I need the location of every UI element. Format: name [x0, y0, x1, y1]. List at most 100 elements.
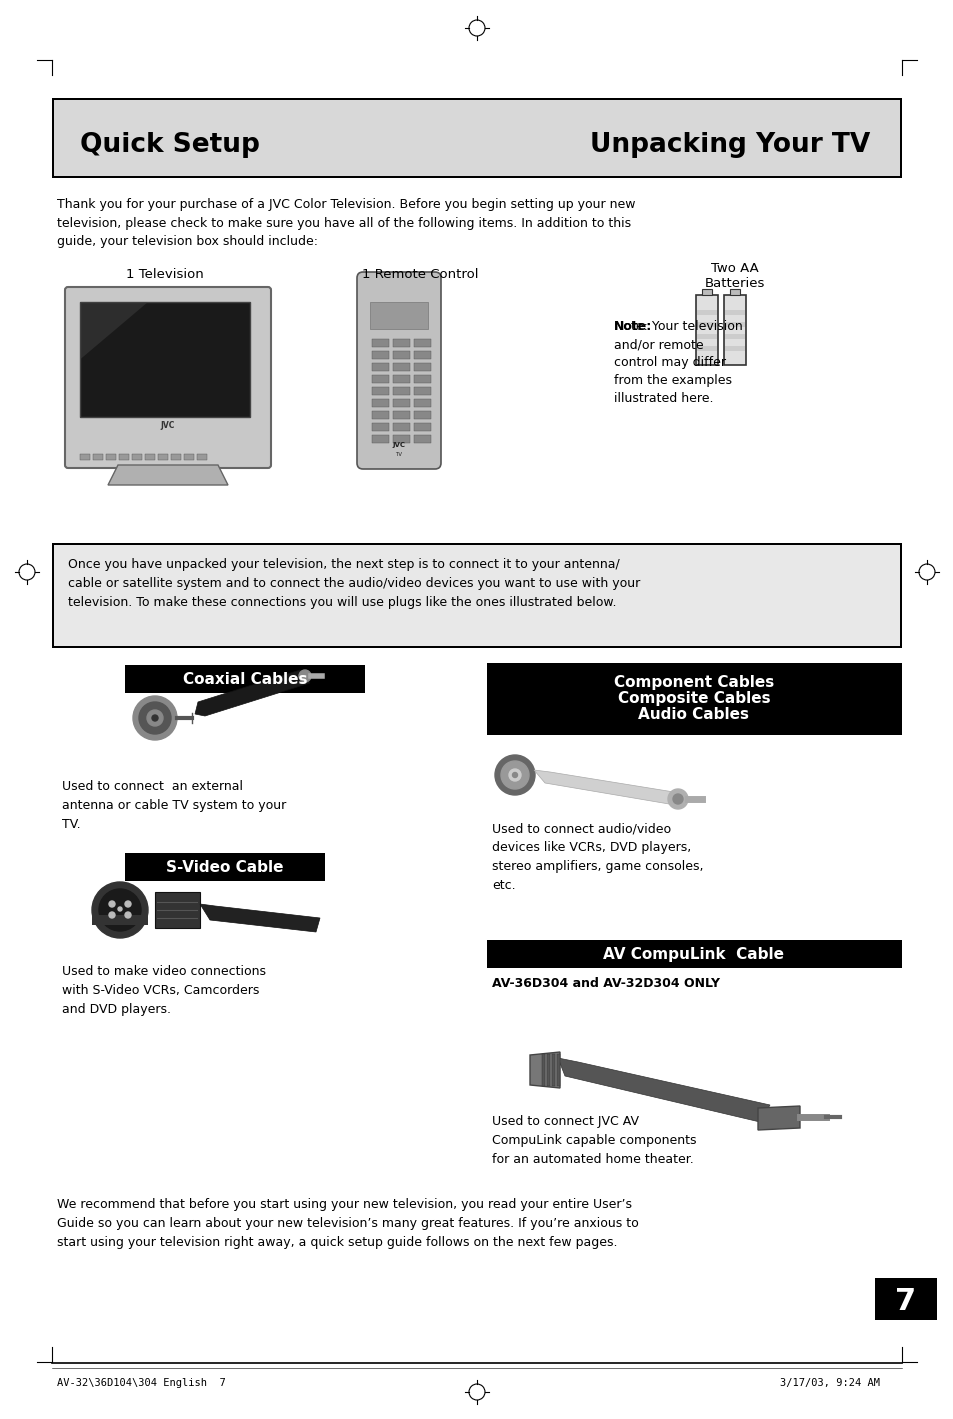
Bar — [92, 454, 103, 460]
Text: 3/17/03, 9:24 AM: 3/17/03, 9:24 AM — [780, 1378, 879, 1388]
Bar — [393, 399, 410, 407]
Bar — [414, 412, 431, 419]
Bar — [697, 322, 717, 326]
Polygon shape — [758, 1105, 800, 1130]
Bar — [372, 399, 389, 407]
Text: Thank you for your purchase of a JVC Color Television. Before you begin setting : Thank you for your purchase of a JVC Col… — [57, 199, 635, 248]
Text: Unpacking Your TV: Unpacking Your TV — [589, 132, 869, 158]
Polygon shape — [194, 670, 310, 717]
Bar — [54, 99, 899, 176]
Bar — [414, 399, 431, 407]
Circle shape — [512, 772, 517, 778]
Text: 1 Remote Control: 1 Remote Control — [361, 268, 477, 281]
Text: Note:: Note: — [614, 321, 652, 333]
Text: JVC: JVC — [161, 420, 175, 430]
Text: Composite Cables: Composite Cables — [617, 691, 769, 707]
Bar — [541, 1054, 544, 1086]
Bar — [414, 423, 431, 431]
Bar — [145, 454, 154, 460]
Bar — [874, 1279, 936, 1320]
Polygon shape — [558, 1059, 769, 1122]
Bar — [414, 363, 431, 370]
Bar — [372, 423, 389, 431]
Bar — [196, 454, 207, 460]
Bar — [414, 387, 431, 394]
Text: AV CompuLink  Cable: AV CompuLink Cable — [603, 946, 783, 962]
Text: We recommend that before you start using your new television, you read your enti: We recommend that before you start using… — [57, 1198, 639, 1249]
Bar — [132, 454, 142, 460]
Circle shape — [500, 761, 529, 789]
Polygon shape — [530, 1051, 559, 1088]
Bar — [393, 339, 410, 348]
Text: Once you have unpacked your television, the next step is to connect it to your a: Once you have unpacked your television, … — [68, 558, 639, 609]
FancyBboxPatch shape — [356, 272, 440, 470]
Circle shape — [672, 795, 682, 805]
Bar — [724, 309, 744, 315]
Bar — [393, 423, 410, 431]
Text: 1 Television: 1 Television — [126, 268, 204, 281]
Bar — [54, 545, 899, 646]
Text: Used to connect audio/video
devices like VCRs, DVD players,
stereo amplifiers, g: Used to connect audio/video devices like… — [492, 822, 702, 893]
Bar — [724, 333, 744, 339]
Circle shape — [99, 888, 141, 931]
Bar — [724, 346, 744, 350]
Bar — [414, 436, 431, 443]
Bar — [697, 309, 717, 315]
Text: Audio Cables: Audio Cables — [638, 707, 749, 722]
Text: Two AA: Two AA — [710, 263, 758, 275]
Bar — [414, 350, 431, 359]
Bar — [372, 412, 389, 419]
Bar — [701, 289, 711, 295]
Bar — [723, 295, 745, 365]
Polygon shape — [91, 915, 148, 925]
Bar — [393, 363, 410, 370]
Bar — [393, 375, 410, 383]
Circle shape — [118, 907, 122, 911]
Bar — [80, 454, 90, 460]
Bar — [486, 939, 901, 968]
Circle shape — [509, 769, 520, 780]
Bar — [372, 363, 389, 370]
Text: JVC: JVC — [392, 441, 405, 448]
Bar — [171, 454, 181, 460]
Circle shape — [298, 670, 311, 683]
Bar — [393, 436, 410, 443]
Circle shape — [147, 710, 163, 727]
Bar — [393, 412, 410, 419]
Polygon shape — [200, 904, 319, 932]
Circle shape — [152, 715, 158, 721]
Bar — [372, 350, 389, 359]
Bar — [557, 1054, 559, 1086]
Polygon shape — [108, 465, 228, 485]
Bar — [697, 333, 717, 339]
Text: Coaxial Cables: Coaxial Cables — [183, 671, 307, 687]
Bar — [125, 853, 325, 881]
Bar — [414, 375, 431, 383]
Circle shape — [125, 901, 131, 907]
Circle shape — [125, 912, 131, 918]
Text: AV-32\36D104\304 English  7: AV-32\36D104\304 English 7 — [57, 1378, 226, 1388]
Text: Used to connect  an external
antenna or cable TV system to your
TV.: Used to connect an external antenna or c… — [62, 780, 286, 832]
Circle shape — [91, 883, 148, 938]
FancyBboxPatch shape — [370, 302, 428, 329]
Bar — [372, 436, 389, 443]
Text: Quick Setup: Quick Setup — [80, 132, 259, 158]
Circle shape — [667, 789, 687, 809]
Bar — [184, 454, 193, 460]
Text: Note: Your television
and/or remote
control may differ
from the examples
illustr: Note: Your television and/or remote cont… — [614, 321, 742, 404]
Bar — [125, 666, 365, 692]
Bar — [80, 302, 250, 417]
Text: Component Cables: Component Cables — [613, 675, 773, 690]
Text: S-Video Cable: S-Video Cable — [166, 860, 283, 874]
Circle shape — [139, 702, 171, 734]
Polygon shape — [534, 771, 679, 805]
Bar — [697, 346, 717, 350]
Text: Batteries: Batteries — [704, 277, 764, 289]
Bar — [724, 322, 744, 326]
Polygon shape — [80, 302, 148, 359]
Text: Used to make video connections
with S-Video VCRs, Camcorders
and DVD players.: Used to make video connections with S-Vi… — [62, 965, 266, 1016]
Bar — [729, 289, 740, 295]
Circle shape — [109, 912, 115, 918]
Bar — [393, 387, 410, 394]
Bar — [154, 893, 200, 928]
